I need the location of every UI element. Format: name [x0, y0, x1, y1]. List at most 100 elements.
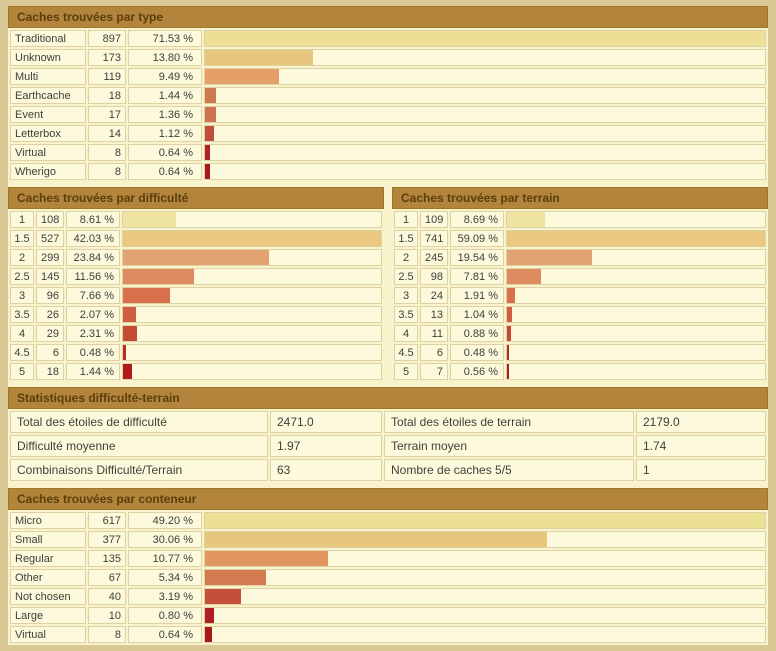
container-count-cell: 617 [88, 512, 126, 529]
type-bar [205, 145, 210, 160]
type-label-cell: Wherigo [10, 163, 86, 180]
container-row: Micro 617 49.20 % [10, 512, 766, 529]
container-count-cell: 67 [88, 569, 126, 586]
terrain-bar-cell [506, 287, 766, 304]
stats-table: Total des étoiles de difficulté 2471.0 Tot… [8, 409, 768, 483]
stats-label-cell: Difficulté moyenne [10, 435, 268, 457]
type-row: Virtual 8 0.64 % [10, 144, 766, 161]
container-percent-cell: 10.77 % [128, 550, 202, 567]
section-header-type: Caches trouvées par type [8, 6, 768, 28]
terrain-label-cell: 3 [394, 287, 418, 304]
difficulty-label-cell: 1.5 [10, 230, 34, 247]
type-count-cell: 18 [88, 87, 126, 104]
type-count-cell: 8 [88, 144, 126, 161]
difficulty-label-cell: 4.5 [10, 344, 34, 361]
difficulty-percent-cell: 8.61 % [66, 211, 120, 228]
type-bar-cell [204, 163, 766, 180]
difficulty-label-cell: 5 [10, 363, 34, 380]
container-bar [205, 608, 215, 623]
difficulty-bar-cell [122, 363, 382, 380]
type-bar [205, 126, 214, 141]
terrain-bar [507, 326, 511, 341]
terrain-label-cell: 2 [394, 249, 418, 266]
type-percent-cell: 1.36 % [128, 106, 202, 123]
container-row: Regular 135 10.77 % [10, 550, 766, 567]
type-bar [205, 164, 210, 179]
difficulty-bar [123, 288, 171, 303]
container-bar [205, 513, 765, 528]
section-difficulty-terrain-stats: Statistiques difficulté-terrain Total de… [8, 387, 768, 483]
difficulty-bar-cell [122, 287, 382, 304]
container-row: Virtual 8 0.64 % [10, 626, 766, 643]
difficulty-row: 5 18 1.44 % [10, 363, 382, 380]
container-count-cell: 377 [88, 531, 126, 548]
terrain-label-cell: 4.5 [394, 344, 418, 361]
difficulty-count-cell: 299 [36, 249, 64, 266]
stats-label-cell: Total des étoiles de difficulté [10, 411, 268, 433]
type-bar-cell [204, 144, 766, 161]
difficulty-bar-cell [122, 230, 382, 247]
container-bar [205, 570, 266, 585]
terrain-row: 3 24 1.91 % [394, 287, 766, 304]
terrain-percent-cell: 19.54 % [450, 249, 504, 266]
terrain-row: 4 11 0.88 % [394, 325, 766, 342]
container-row: Not chosen 40 3.19 % [10, 588, 766, 605]
container-bar [205, 589, 242, 604]
terrain-percent-cell: 1.91 % [450, 287, 504, 304]
difficulty-bar [123, 269, 194, 284]
terrain-bar [507, 250, 593, 265]
terrain-row: 4.5 6 0.48 % [394, 344, 766, 361]
terrain-bar-cell [506, 211, 766, 228]
type-percent-cell: 0.64 % [128, 144, 202, 161]
terrain-row: 2 245 19.54 % [394, 249, 766, 266]
stats-value-cell: 63 [270, 459, 382, 481]
difficulty-bar [123, 364, 132, 379]
difficulty-row: 2 299 23.84 % [10, 249, 382, 266]
terrain-count-cell: 24 [420, 287, 448, 304]
terrain-percent-cell: 0.88 % [450, 325, 504, 342]
terrain-count-cell: 98 [420, 268, 448, 285]
difficulty-bar [123, 212, 176, 227]
container-label-cell: Micro [10, 512, 86, 529]
stats-label-cell: Terrain moyen [384, 435, 634, 457]
terrain-label-cell: 3.5 [394, 306, 418, 323]
container-label-cell: Small [10, 531, 86, 548]
difficulty-percent-cell: 2.31 % [66, 325, 120, 342]
stats-value-cell: 2179.0 [636, 411, 766, 433]
terrain-bar-cell [506, 325, 766, 342]
difficulty-percent-cell: 7.66 % [66, 287, 120, 304]
container-count-cell: 40 [88, 588, 126, 605]
type-percent-cell: 13.80 % [128, 49, 202, 66]
difficulty-percent-cell: 2.07 % [66, 306, 120, 323]
difficulty-count-cell: 26 [36, 306, 64, 323]
difficulty-bar [123, 307, 136, 322]
terrain-row: 2.5 98 7.81 % [394, 268, 766, 285]
type-label-cell: Earthcache [10, 87, 86, 104]
type-label-cell: Unknown [10, 49, 86, 66]
stats-row: Combinaisons Difficulté/Terrain 63 Nombre … [10, 459, 766, 481]
type-percent-cell: 1.44 % [128, 87, 202, 104]
terrain-count-cell: 741 [420, 230, 448, 247]
type-row: Event 17 1.36 % [10, 106, 766, 123]
terrain-percent-cell: 0.56 % [450, 363, 504, 380]
difficulty-terrain-row: Caches trouvées par difficulté 1 108 8.61 … [8, 187, 768, 387]
type-label-cell: Letterbox [10, 125, 86, 142]
container-percent-cell: 3.19 % [128, 588, 202, 605]
type-bar [205, 50, 314, 65]
terrain-count-cell: 13 [420, 306, 448, 323]
terrain-count-cell: 109 [420, 211, 448, 228]
container-bar-cell [204, 588, 766, 605]
container-table: Micro 617 49.20 % Small 377 30.06 % Regular 135… [8, 510, 768, 645]
container-bar-cell [204, 569, 766, 586]
difficulty-percent-cell: 0.48 % [66, 344, 120, 361]
difficulty-row: 4 29 2.31 % [10, 325, 382, 342]
difficulty-table: 1 108 8.61 % 1.5 527 42.03 % 2 299 23.84 % 2.5 145… [8, 209, 384, 382]
type-bar-cell [204, 125, 766, 142]
container-label-cell: Regular [10, 550, 86, 567]
terrain-bar [507, 288, 516, 303]
terrain-bar [507, 345, 510, 360]
difficulty-bar-cell [122, 325, 382, 342]
container-bar-cell [204, 550, 766, 567]
difficulty-label-cell: 3 [10, 287, 34, 304]
difficulty-bar-cell [122, 268, 382, 285]
